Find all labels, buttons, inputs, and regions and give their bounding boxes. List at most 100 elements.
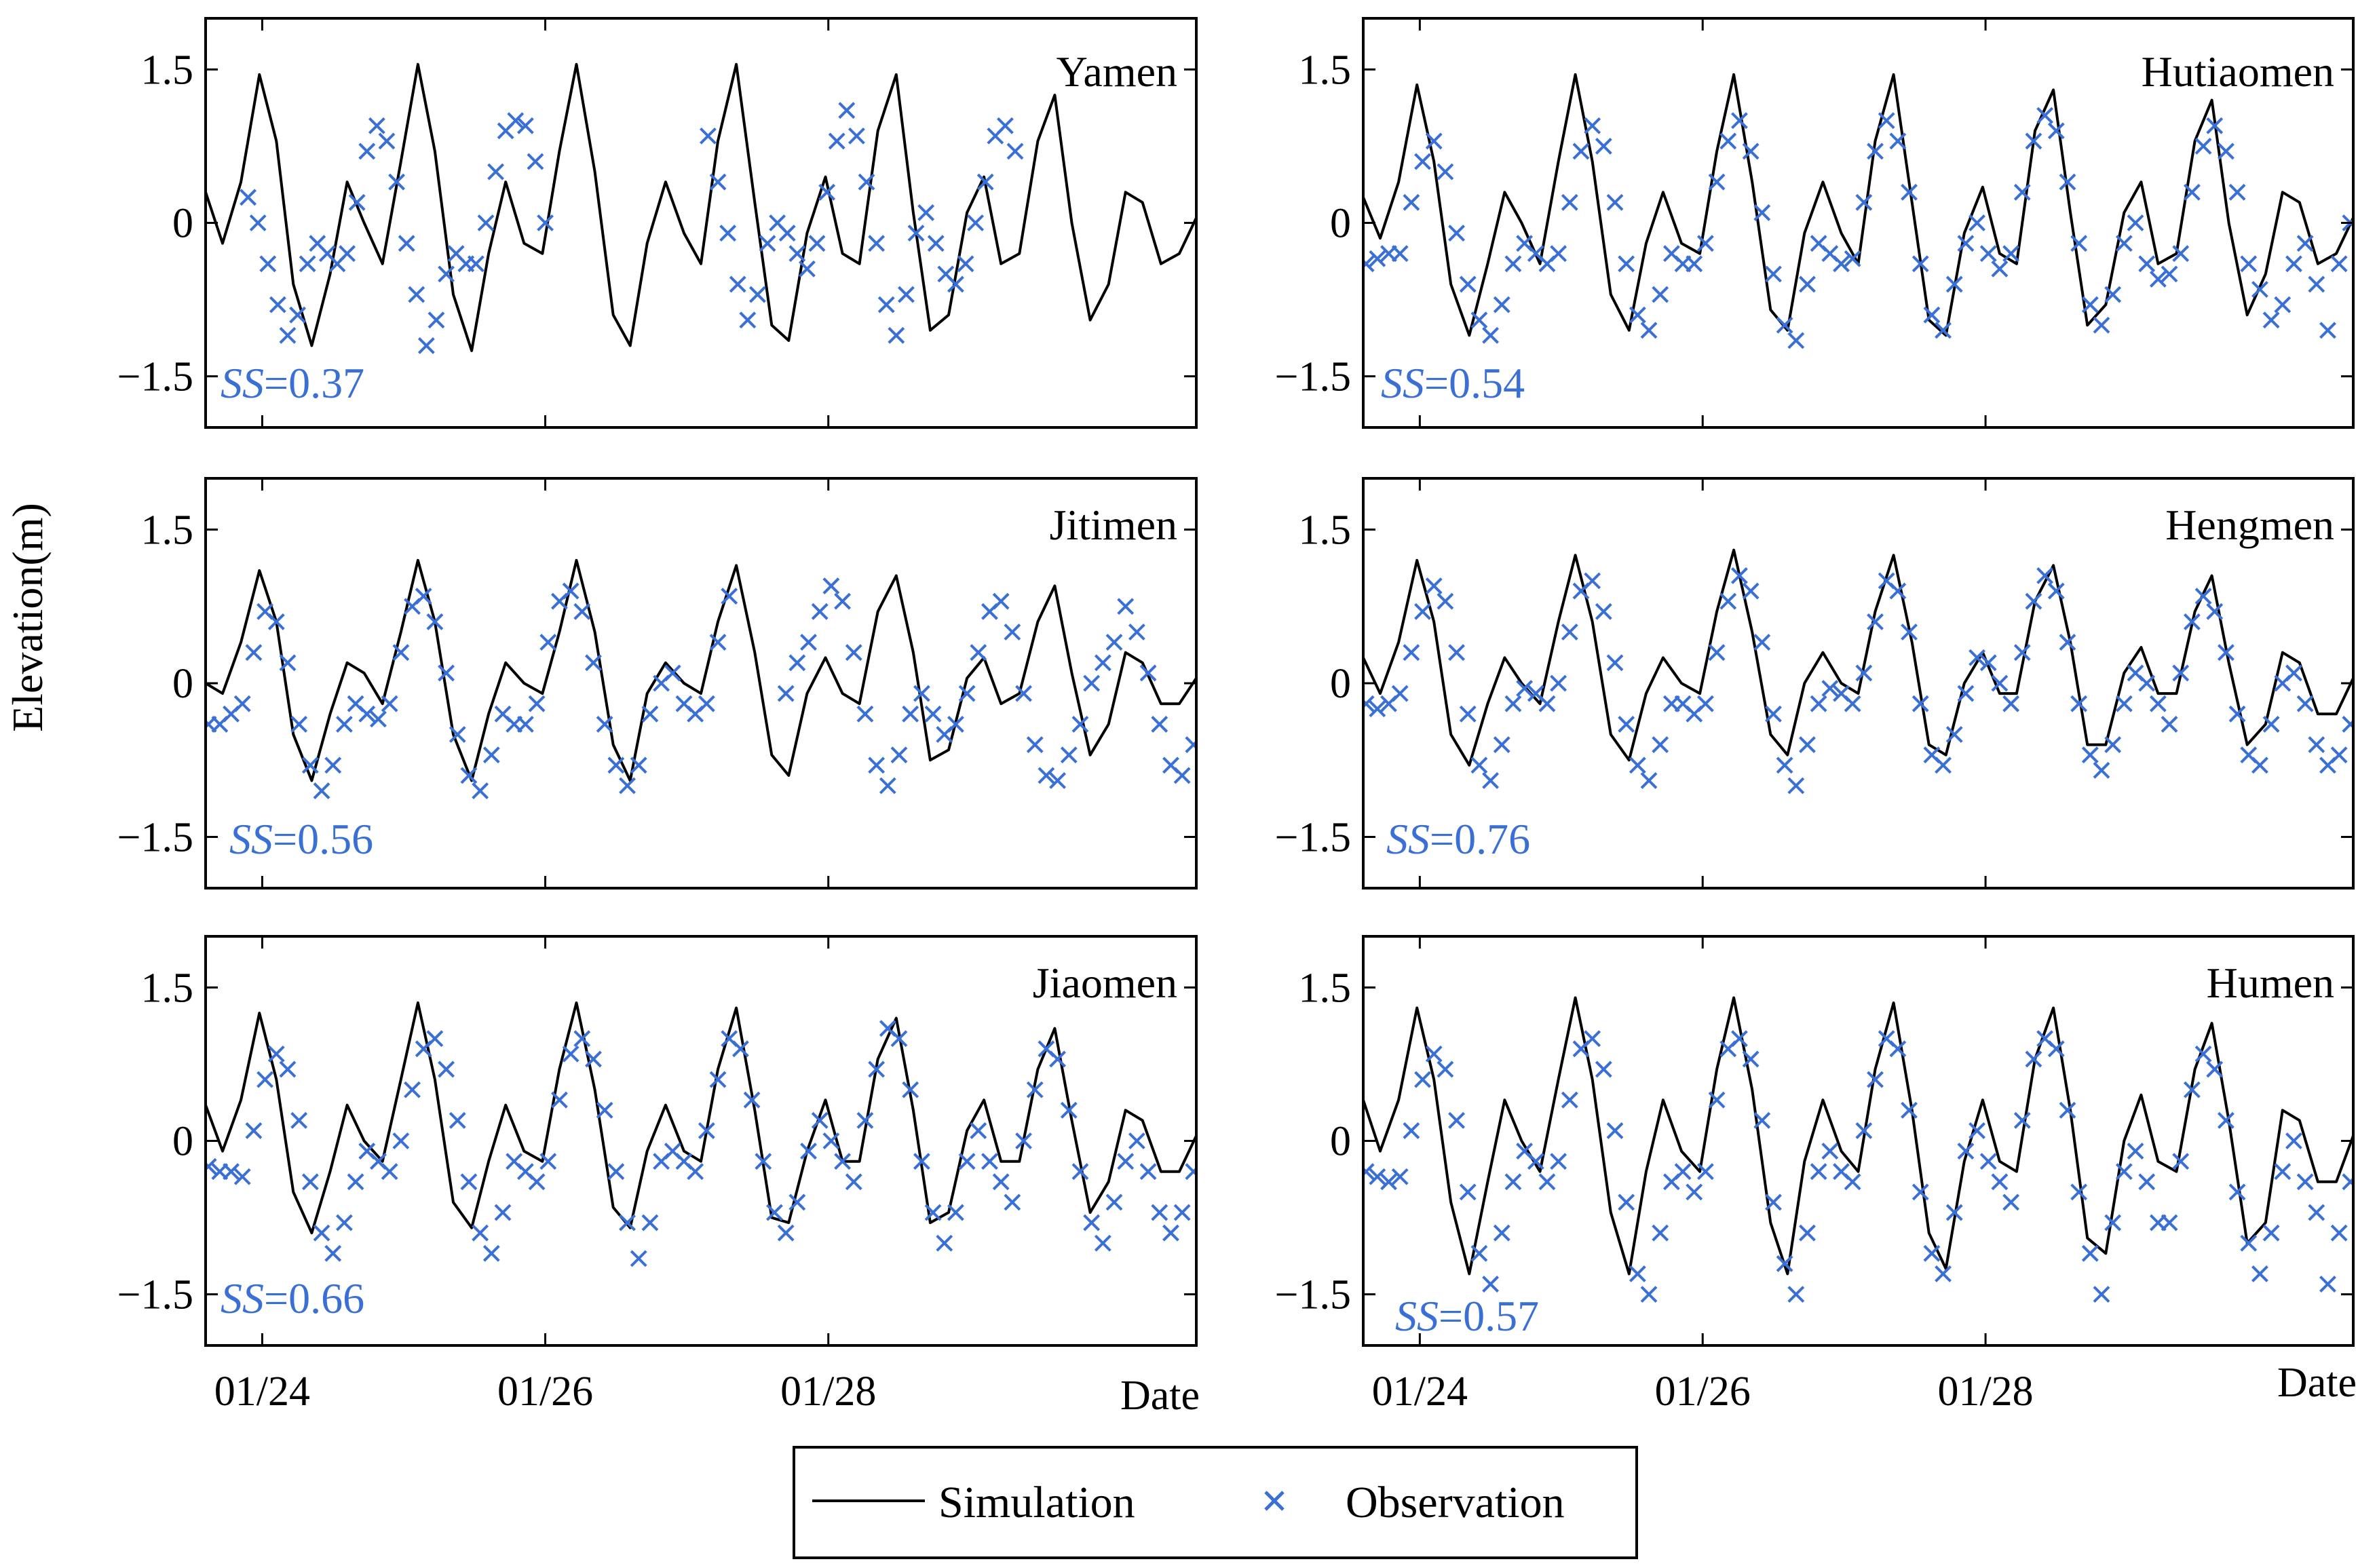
- observation-stroke: [1403, 644, 1420, 662]
- observation-point: [335, 715, 353, 733]
- observation-point: [2093, 316, 2110, 334]
- observation-stroke: [245, 644, 263, 662]
- observation-stroke: [1991, 1173, 2009, 1191]
- observation-stroke: [1015, 685, 1032, 702]
- observation-point: [1391, 245, 1409, 263]
- observation-stroke: [1527, 245, 1544, 263]
- observation-stroke: [494, 1204, 512, 1221]
- observation-point: [868, 757, 886, 774]
- observation-stroke: [2308, 275, 2325, 293]
- observation-stroke: [947, 1204, 964, 1221]
- observation-point: [2194, 1045, 2212, 1063]
- observation-stroke: [1889, 1040, 1907, 1058]
- observation-point: [528, 695, 546, 712]
- x-tick-label: 01/26: [1655, 1369, 1751, 1415]
- observation-stroke: [2047, 582, 2065, 600]
- observation-stroke: [2330, 1224, 2348, 1242]
- observation-point: [1787, 332, 1805, 349]
- observation-stroke: [2002, 1193, 2020, 1211]
- observation-point: [1185, 1163, 1196, 1181]
- observation-point: [2262, 715, 2280, 733]
- observation-stroke: [417, 337, 435, 354]
- observation-stroke: [596, 1101, 613, 1119]
- observation-point: [562, 1045, 579, 1063]
- observation-stroke: [890, 1030, 908, 1048]
- observation-stroke: [641, 705, 659, 723]
- observation-stroke: [907, 225, 925, 242]
- observation-point: [1979, 1153, 1997, 1170]
- observation-stroke: [1923, 1244, 1941, 1262]
- skill-score-value: =0.76: [1430, 815, 1530, 863]
- observation-stroke: [1652, 736, 1669, 754]
- observation-point: [2104, 1214, 2122, 1231]
- observation-point: [607, 757, 625, 774]
- observation-point: [1139, 664, 1157, 682]
- observation-point: [573, 603, 591, 620]
- observation-point: [858, 173, 875, 191]
- observation-point: [1004, 1193, 1021, 1211]
- observation-point: [1855, 193, 1873, 211]
- simulation-line-hengmen: [1363, 548, 2353, 767]
- observation-stroke: [1629, 757, 1646, 774]
- skill-score-symbol: SS: [1381, 359, 1424, 407]
- observation-point: [2081, 746, 2099, 764]
- observation-stroke: [1550, 1153, 1567, 1170]
- observation-stroke: [848, 127, 865, 145]
- observation-stroke: [2285, 664, 2302, 682]
- observation-point: [539, 1153, 557, 1170]
- observation-point: [1889, 132, 1907, 150]
- observation-point: [2002, 245, 2020, 263]
- observation-stroke: [1071, 1163, 1089, 1181]
- observation-point: [1618, 255, 1635, 273]
- observation-point: [477, 214, 495, 231]
- observation-point: [1425, 1045, 1443, 1063]
- observation-stroke: [290, 715, 308, 733]
- observation-point: [1403, 193, 1420, 211]
- observation-point: [890, 746, 908, 764]
- observation-stroke: [2070, 695, 2088, 712]
- observation-stroke: [1538, 1173, 1556, 1191]
- observation-stroke: [641, 1214, 659, 1231]
- observation-stroke: [1855, 1122, 1873, 1139]
- observation-stroke: [1363, 255, 1375, 269]
- observation-point: [206, 1158, 217, 1175]
- observation-stroke: [1618, 715, 1635, 733]
- observation-point: [324, 1244, 342, 1262]
- observation-point: [731, 1040, 749, 1058]
- observation-stroke: [721, 588, 738, 605]
- observation-stroke: [427, 311, 445, 329]
- observation-stroke: [1618, 255, 1635, 273]
- observation-stroke: [2081, 296, 2099, 313]
- observation-stroke: [834, 592, 851, 610]
- observation-stroke: [719, 225, 737, 242]
- observation-markers-jitimen: [206, 577, 1196, 799]
- observation-point: [1969, 649, 1985, 666]
- observation-point: [1935, 1265, 1952, 1282]
- observation-stroke: [1969, 214, 1985, 231]
- observation-stroke: [1833, 255, 1850, 273]
- observation-stroke: [1185, 1166, 1196, 1181]
- observation-point: [1448, 1111, 1465, 1129]
- observation-stroke: [890, 746, 908, 764]
- observation-stroke: [449, 1111, 466, 1129]
- observation-stroke: [1867, 613, 1884, 630]
- observation-point: [1686, 255, 1703, 273]
- observation-point: [1459, 275, 1477, 293]
- observation-stroke: [1391, 685, 1409, 702]
- observation-point: [1414, 153, 1431, 170]
- observation-point: [339, 245, 356, 263]
- observation-stroke: [516, 1163, 534, 1181]
- observation-point: [1094, 1234, 1111, 1252]
- observation-point: [1595, 1060, 1612, 1078]
- observation-stroke: [335, 715, 353, 733]
- observation-stroke: [630, 757, 647, 774]
- observation-point: [1731, 1030, 1748, 1048]
- observation-point: [1945, 1204, 1963, 1221]
- observation-stroke: [1363, 1163, 1375, 1177]
- observation-point: [1686, 1183, 1703, 1201]
- observation-stroke: [2251, 1265, 2268, 1282]
- observation-point: [1923, 1244, 1941, 1262]
- simulation-line-yamen: [206, 62, 1196, 352]
- observation-stroke: [1363, 695, 1375, 709]
- observation-stroke: [1459, 705, 1477, 723]
